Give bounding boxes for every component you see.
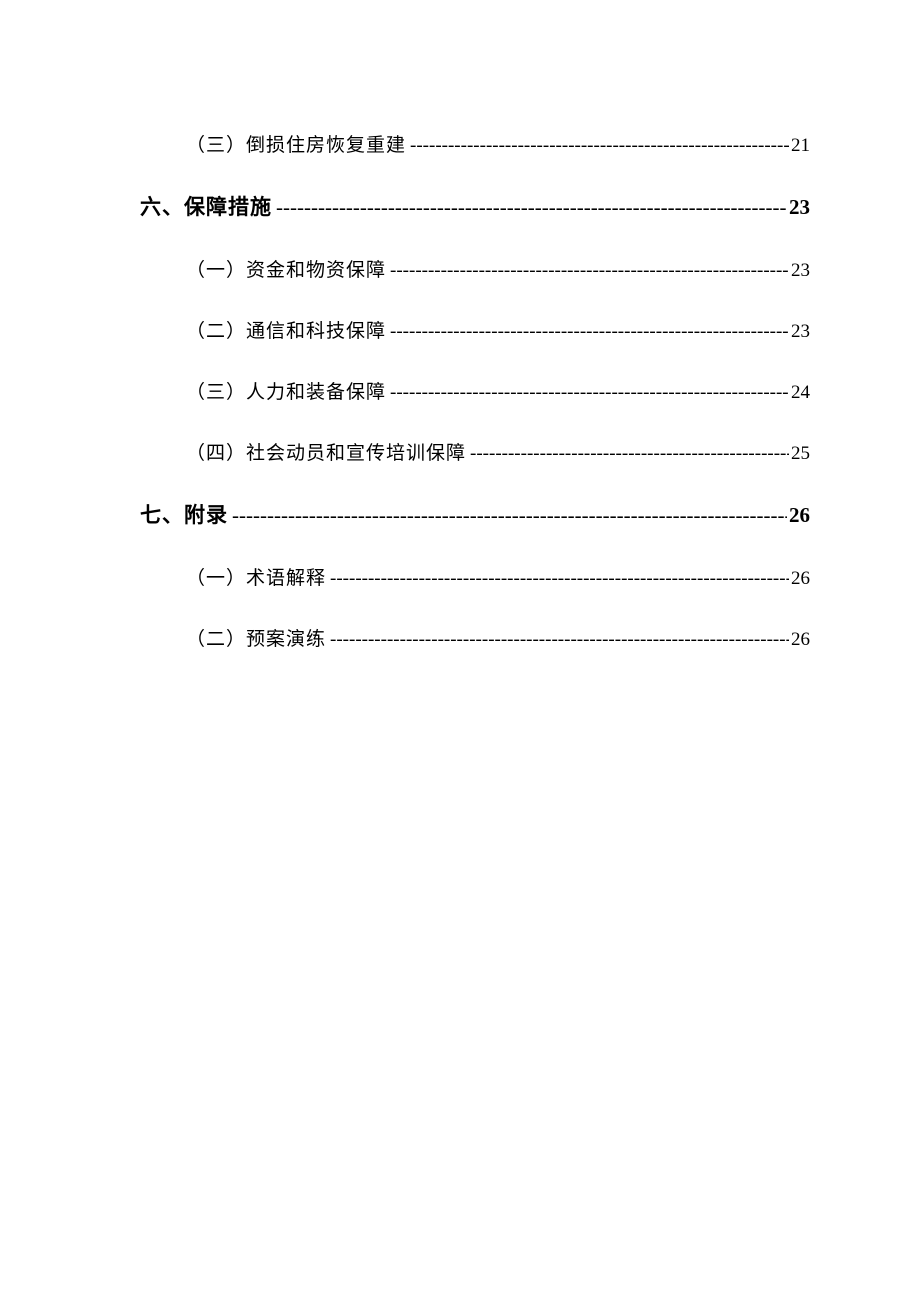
toc-entry-label: （三）人力和装备保障 <box>186 377 386 404</box>
toc-entry: （二）预案演练 26 <box>140 624 810 651</box>
toc-entry: （一）资金和物资保障 23 <box>140 255 810 282</box>
toc-entry: 六、保障措施 23 <box>140 191 810 221</box>
toc-entry-label: （二）通信和科技保障 <box>186 316 386 343</box>
toc-entry-label: （三）倒损住房恢复重建 <box>186 130 406 157</box>
toc-container: （三）倒损住房恢复重建21六、保障措施23（一）资金和物资保障23（二）通信和科… <box>140 130 810 651</box>
toc-entry-page: 23 <box>791 321 810 343</box>
toc-leader-dashes <box>232 503 787 528</box>
toc-entry-label: （一）术语解释 <box>186 563 326 590</box>
toc-entry-label: （一）资金和物资保障 <box>186 255 386 282</box>
toc-entry-label: （二）预案演练 <box>186 624 326 651</box>
toc-entry-page: 26 <box>791 629 810 651</box>
toc-entry-page: 25 <box>791 443 810 465</box>
toc-entry-page: 23 <box>789 195 810 220</box>
toc-leader-dashes <box>330 629 789 651</box>
toc-entry: （一）术语解释 26 <box>140 563 810 590</box>
toc-entry: （四）社会动员和宣传培训保障 25 <box>140 438 810 465</box>
toc-entry-label: 六、保障措施 <box>140 191 272 221</box>
toc-leader-dashes <box>390 260 789 282</box>
toc-leader-dashes <box>330 568 789 590</box>
toc-entry: （二）通信和科技保障 23 <box>140 316 810 343</box>
toc-entry-page: 23 <box>791 260 810 282</box>
toc-entry-page: 24 <box>791 382 810 404</box>
toc-entry-page: 21 <box>791 135 810 157</box>
toc-entry: 七、附录 26 <box>140 499 810 529</box>
toc-entry: （三）倒损住房恢复重建 21 <box>140 130 810 157</box>
toc-leader-dashes <box>390 382 789 404</box>
toc-leader-dashes <box>390 321 789 343</box>
toc-entry: （三）人力和装备保障 24 <box>140 377 810 404</box>
toc-entry-page: 26 <box>789 503 810 528</box>
toc-leader-dashes <box>470 443 789 465</box>
toc-entry-label: （四）社会动员和宣传培训保障 <box>186 438 466 465</box>
toc-entry-page: 26 <box>791 568 810 590</box>
toc-leader-dashes <box>410 135 789 157</box>
toc-entry-label: 七、附录 <box>140 499 228 529</box>
toc-leader-dashes <box>276 195 787 220</box>
